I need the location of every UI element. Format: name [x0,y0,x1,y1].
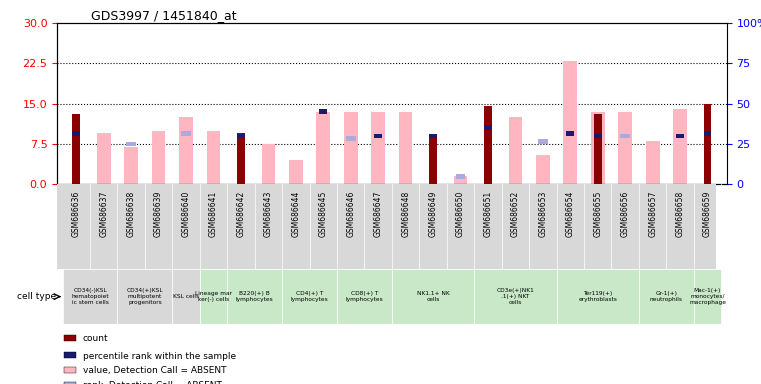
Bar [64,334,76,341]
Bar [454,176,467,184]
Bar [392,269,474,324]
Text: count: count [82,334,108,343]
Text: GSM686657: GSM686657 [648,191,658,237]
Bar [594,134,602,138]
Text: GSM686644: GSM686644 [291,191,301,237]
Text: GSM686643: GSM686643 [264,191,273,237]
Text: CD4(+) T
lymphocytes: CD4(+) T lymphocytes [291,291,329,302]
Bar [200,269,228,324]
Bar [179,117,193,184]
Text: GSM686648: GSM686648 [401,191,410,237]
Bar [591,112,605,184]
Bar [536,155,549,184]
Bar [429,136,437,184]
Bar [673,109,687,184]
Bar [620,134,630,138]
Bar [282,269,337,324]
Bar [677,134,684,138]
Text: GSM686642: GSM686642 [237,191,246,237]
Bar [456,174,465,179]
Text: GSM686659: GSM686659 [703,191,712,237]
Bar [64,353,76,358]
Text: B220(+) B
lymphocytes: B220(+) B lymphocytes [236,291,273,302]
Bar [508,117,522,184]
Bar [346,136,355,141]
Bar [704,104,712,184]
Text: rank, Detection Call = ABSENT: rank, Detection Call = ABSENT [82,381,221,384]
Bar [484,126,492,130]
Bar [228,269,282,324]
Bar [317,112,330,184]
Text: cell type: cell type [18,292,56,301]
Text: CD34(-)KSL
hematopoiet
ic stem cells: CD34(-)KSL hematopoiet ic stem cells [72,288,109,305]
Text: GSM686645: GSM686645 [319,191,328,237]
Bar [371,112,385,184]
Bar [72,131,80,136]
Text: GSM686653: GSM686653 [538,191,547,237]
Bar [594,114,602,184]
Text: GDS3997 / 1451840_at: GDS3997 / 1451840_at [91,9,236,22]
Text: Mac-1(+)
monocytes/
macrophage: Mac-1(+) monocytes/ macrophage [689,288,726,305]
Text: CD8(+) T
lymphocytes: CD8(+) T lymphocytes [345,291,384,302]
Bar [126,142,136,146]
Text: GSM686636: GSM686636 [72,191,81,237]
Bar [289,160,303,184]
Text: GSM686638: GSM686638 [126,191,135,237]
Bar [429,134,437,138]
Text: CD34(+)KSL
multipotent
progenitors: CD34(+)KSL multipotent progenitors [126,288,163,305]
Bar [237,134,245,138]
Text: Lineage mar
ker(-) cells: Lineage mar ker(-) cells [195,291,232,302]
Bar [62,269,117,324]
Bar [474,269,556,324]
Bar [72,114,80,184]
Text: Gr-1(+)
neutrophils: Gr-1(+) neutrophils [650,291,683,302]
Bar [374,134,382,138]
Bar [207,131,221,184]
Bar [320,109,327,114]
Bar [399,112,412,184]
Bar [124,147,138,184]
Text: GSM686655: GSM686655 [594,191,602,237]
Bar [64,382,76,384]
Bar [556,269,639,324]
Bar [538,139,548,144]
Bar [484,106,492,184]
Bar [64,367,76,373]
Text: GSM686647: GSM686647 [374,191,383,237]
Bar [181,131,191,136]
Text: Ter119(+)
erythroblasts: Ter119(+) erythroblasts [578,291,617,302]
Text: value, Detection Call = ABSENT: value, Detection Call = ABSENT [82,366,226,376]
Text: GSM686652: GSM686652 [511,191,520,237]
Bar [639,269,694,324]
Bar [151,131,165,184]
Bar [97,133,110,184]
Bar [237,133,245,184]
Text: GSM686658: GSM686658 [676,191,685,237]
Text: GSM686650: GSM686650 [456,191,465,237]
Bar [619,112,632,184]
Bar [646,141,660,184]
Text: NK1.1+ NK
cells: NK1.1+ NK cells [417,291,450,302]
Text: KSL cells: KSL cells [173,294,199,299]
Text: percentile rank within the sample: percentile rank within the sample [82,351,236,361]
Bar [694,269,721,324]
Bar [262,144,275,184]
Bar [337,269,392,324]
Text: GSM686639: GSM686639 [154,191,163,237]
Text: GSM686640: GSM686640 [182,191,190,237]
Text: GSM686654: GSM686654 [566,191,575,237]
Bar [704,131,712,136]
Text: GSM686656: GSM686656 [621,191,629,237]
Text: GSM686646: GSM686646 [346,191,355,237]
Text: GSM686641: GSM686641 [209,191,218,237]
Text: GSM686651: GSM686651 [483,191,492,237]
Bar [172,269,200,324]
Bar [563,61,577,184]
Bar [344,112,358,184]
Text: GSM686649: GSM686649 [428,191,438,237]
Text: GSM686637: GSM686637 [99,191,108,237]
Text: CD3e(+)NK1
.1(+) NKT
cells: CD3e(+)NK1 .1(+) NKT cells [496,288,534,305]
Bar [566,131,574,136]
Bar [117,269,172,324]
